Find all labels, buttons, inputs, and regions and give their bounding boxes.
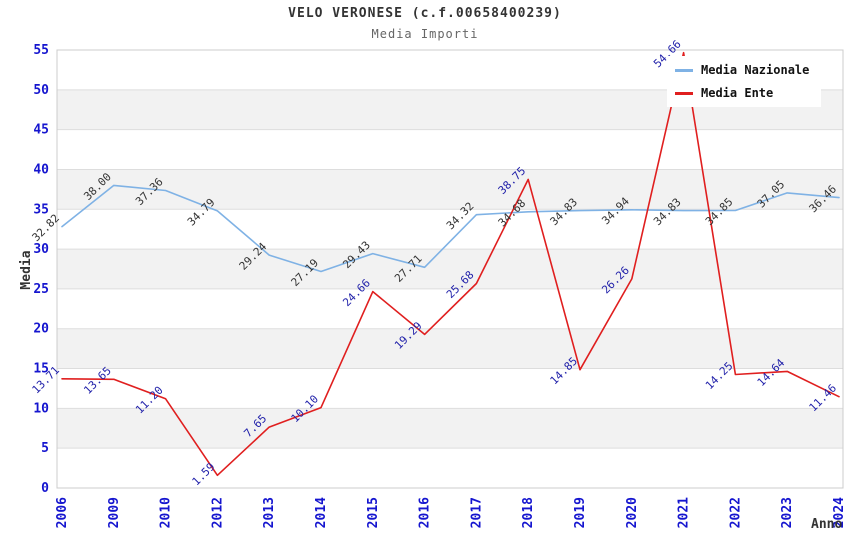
chart-title: VELO VERONESE (c.f.00658400239)	[288, 6, 562, 21]
x-tick-label: 2022	[728, 497, 743, 528]
y-tick-label: 0	[41, 481, 49, 496]
x-tick-label: 2017	[469, 497, 484, 528]
x-tick-label: 2016	[418, 497, 433, 528]
plot-border	[56, 49, 844, 489]
background-band	[57, 408, 843, 449]
y-axis-title: Media	[19, 250, 34, 289]
x-tick-label: 2019	[573, 497, 588, 528]
background-band	[57, 328, 843, 369]
y-tick-label: 55	[33, 43, 49, 58]
y-tick-label: 10	[33, 401, 49, 416]
legend: Media Nazionale Media Ente	[667, 56, 822, 107]
legend-label-media-ente: Media Ente	[701, 86, 774, 100]
x-tick-label: 2018	[521, 497, 536, 528]
y-tick-label: 45	[33, 123, 49, 138]
legend-line-marker-media-nazionale	[675, 68, 693, 72]
chart-subtitle: Media Importi	[371, 27, 479, 41]
legend-item-media-nazionale: Media Nazionale	[675, 63, 809, 77]
y-tick-label: 50	[33, 83, 49, 98]
y-tick-label: 25	[33, 282, 49, 297]
x-tick-label: 2013	[262, 497, 277, 528]
x-axis-title: Anno	[811, 517, 842, 532]
background-band	[57, 169, 843, 210]
x-tick-label: 2020	[625, 497, 640, 528]
x-tick-label: 2023	[780, 497, 795, 528]
data-label-media-ente: 1.59	[190, 460, 218, 488]
y-tick-label: 40	[33, 162, 49, 177]
y-tick-label: 20	[33, 322, 49, 337]
y-tick-label: 30	[33, 242, 49, 257]
y-tick-label: 35	[33, 202, 49, 217]
x-tick-label: 2009	[107, 497, 122, 528]
y-tick-label: 15	[33, 362, 49, 377]
data-label-media-ente: 13.65	[81, 364, 114, 397]
background-band	[57, 249, 843, 289]
x-tick-label: 2021	[677, 497, 692, 528]
x-tick-label: 2015	[366, 497, 381, 528]
y-tick-label: 5	[41, 441, 49, 456]
series-line-media-ente	[61, 51, 840, 477]
x-tick-label: 2006	[55, 497, 70, 528]
x-tick-label: 2012	[210, 497, 225, 528]
x-tick-label: 2010	[159, 497, 174, 528]
x-tick-label: 2024	[832, 497, 847, 528]
legend-label-media-nazionale: Media Nazionale	[701, 63, 810, 77]
legend-item-media-ente: Media Ente	[675, 86, 809, 100]
legend-line-marker-media-ente	[675, 91, 693, 95]
x-tick-label: 2014	[314, 497, 329, 528]
